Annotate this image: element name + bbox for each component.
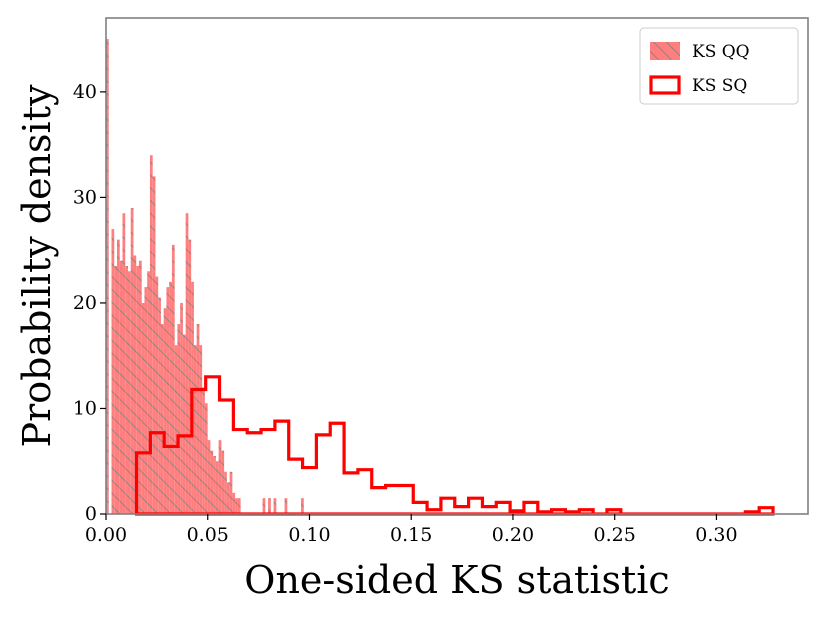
ks-qq-bar xyxy=(158,297,161,514)
ks-qq-bar xyxy=(204,403,208,514)
ks-qq-bar xyxy=(106,39,109,514)
ks-qq-bar xyxy=(119,260,123,514)
ks-qq-bar xyxy=(199,345,203,514)
ks-qq-bar xyxy=(169,281,172,514)
ks-qq-bar xyxy=(213,455,216,514)
x-tick-label: 0.15 xyxy=(390,524,432,546)
ks-qq-bar xyxy=(136,266,139,514)
y-tick-label: 30 xyxy=(73,186,97,208)
x-axis: 0.00 0.05 0.10 0.15 0.20 0.25 0.30 xyxy=(85,514,738,546)
x-tick-label: 0.30 xyxy=(695,524,737,546)
ks-qq-histogram xyxy=(106,39,304,515)
legend-label-ks-qq: KS QQ xyxy=(692,42,750,62)
ks-qq-bar xyxy=(196,324,200,514)
plot-frame xyxy=(105,17,809,515)
ks-qq-bar xyxy=(127,271,131,514)
ks-qq-bar xyxy=(232,492,236,514)
x-tick-label: 0.00 xyxy=(85,524,127,546)
ks-qq-bar xyxy=(138,260,142,514)
ks-qq-bar xyxy=(188,239,192,515)
x-axis-title: One-sided KS statistic xyxy=(244,558,669,602)
legend-swatch-ks-qq xyxy=(650,42,680,60)
y-tick-label: 0 xyxy=(85,503,97,525)
ks-qq-bar xyxy=(160,324,164,514)
ks-qq-bar xyxy=(144,287,148,514)
ks-qq-bar xyxy=(215,461,219,514)
x-tick-label: 0.25 xyxy=(594,524,636,546)
y-axis: 0 10 20 30 40 xyxy=(73,81,106,525)
ks-qq-bar xyxy=(262,498,266,514)
ks-qq-bar xyxy=(152,176,156,515)
ks-qq-bar xyxy=(114,266,117,514)
ks-qq-bar xyxy=(174,345,178,514)
ks-qq-bar xyxy=(122,213,126,514)
y-tick-label: 10 xyxy=(73,397,97,419)
x-tick-label: 0.10 xyxy=(288,524,330,546)
ks-qq-bar xyxy=(141,302,145,514)
ks-qq-bar xyxy=(130,207,134,514)
ks-qq-bar xyxy=(224,471,227,514)
ks-qq-bar xyxy=(149,155,153,515)
ks-qq-bar xyxy=(221,450,225,514)
ks-qq-bar xyxy=(177,324,181,514)
ks-qq-bar xyxy=(235,498,238,514)
ks-qq-bar xyxy=(268,498,271,514)
ks-qq-bar xyxy=(273,498,277,514)
ks-qq-bar xyxy=(125,266,128,514)
ks-qq-bar xyxy=(237,498,241,514)
ks-qq-bar xyxy=(210,450,214,514)
y-axis-title: Probability density xyxy=(15,84,59,447)
ks-qq-bar xyxy=(182,334,186,514)
ks-qq-bar xyxy=(226,482,230,514)
legend-swatch-ks-sq xyxy=(649,75,681,95)
y-tick-label: 40 xyxy=(73,81,97,103)
ks-qq-bar xyxy=(229,471,233,514)
ks-qq-bar xyxy=(218,440,222,514)
legend: KS QQ KS SQ xyxy=(639,27,799,105)
ks-qq-bar xyxy=(202,387,205,514)
x-tick-label: 0.05 xyxy=(187,524,229,546)
ks-qq-bar xyxy=(284,498,288,514)
ks-qq-bar xyxy=(147,271,150,514)
ks-qq-bar xyxy=(193,345,197,514)
ks-qq-bar xyxy=(111,229,115,514)
ks-qq-bar xyxy=(116,239,120,515)
ks-qq-bar xyxy=(207,440,211,514)
ks-qq-bar xyxy=(301,498,304,514)
x-tick-label: 0.20 xyxy=(492,524,534,546)
ks-qq-bar xyxy=(166,287,170,514)
ks-qq-bar xyxy=(163,308,167,514)
ks-qq-bar xyxy=(171,244,175,514)
ks-qq-bar xyxy=(155,276,159,514)
ks-qq-bar xyxy=(180,302,183,514)
ks-qq-bar xyxy=(133,255,137,514)
ks-qq-bar xyxy=(185,213,189,514)
legend-label-ks-sq: KS SQ xyxy=(692,76,747,96)
y-tick-label: 20 xyxy=(73,292,97,314)
